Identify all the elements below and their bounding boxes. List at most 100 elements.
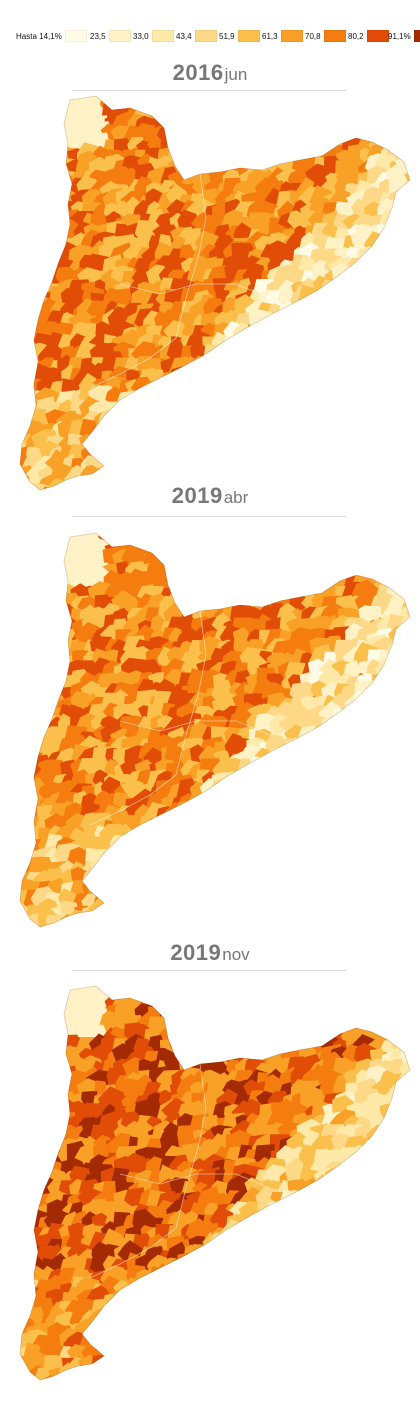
- municipality: [398, 1140, 414, 1155]
- municipality: [385, 1213, 404, 1232]
- municipality: [375, 776, 399, 802]
- municipality: [331, 1221, 356, 1243]
- municipality: [414, 848, 420, 866]
- municipality: [216, 434, 237, 456]
- municipality: [409, 277, 420, 296]
- municipality: [0, 1045, 15, 1066]
- municipality: [369, 978, 384, 986]
- municipality: [288, 560, 309, 580]
- municipality: [360, 468, 376, 484]
- municipality: [181, 452, 203, 474]
- municipality: [298, 101, 326, 125]
- municipality: [243, 868, 265, 890]
- panel-month: nov: [222, 945, 249, 964]
- municipality: [4, 430, 20, 452]
- municipality: [375, 872, 399, 895]
- municipality: [0, 176, 12, 203]
- municipality: [275, 774, 299, 793]
- municipality: [321, 835, 346, 855]
- municipality: [332, 535, 356, 561]
- municipality: [5, 758, 23, 777]
- municipality: [277, 547, 302, 577]
- municipality: [18, 148, 34, 164]
- municipality: [135, 984, 152, 1001]
- municipality: [413, 1352, 420, 1374]
- legend-label: 33,0: [133, 32, 149, 41]
- municipality: [413, 456, 420, 474]
- municipality: [294, 135, 312, 152]
- municipality: [109, 525, 136, 542]
- panel-year: 2019: [170, 940, 221, 965]
- municipality: [249, 326, 267, 341]
- municipality: [47, 1079, 68, 1101]
- municipality: [258, 357, 276, 374]
- municipality: [344, 978, 367, 995]
- municipality: [201, 978, 223, 1002]
- municipality: [400, 377, 420, 396]
- municipality: [321, 1346, 342, 1366]
- municipality: [200, 90, 225, 113]
- municipality: [50, 665, 68, 683]
- municipality: [139, 874, 159, 895]
- municipality: [47, 595, 68, 620]
- municipality: [401, 1390, 418, 1398]
- municipality: [17, 93, 35, 110]
- municipality: [124, 904, 141, 920]
- municipality: [291, 900, 316, 924]
- municipality: [205, 117, 222, 135]
- municipality: [183, 1385, 202, 1398]
- municipality: [24, 1114, 46, 1135]
- municipality: [11, 1062, 33, 1083]
- municipality: [311, 1236, 339, 1258]
- municipality: [356, 95, 376, 112]
- municipality: [30, 1103, 43, 1118]
- municipality: [312, 540, 335, 560]
- municipality: [221, 772, 242, 793]
- municipality: [0, 781, 16, 804]
- municipality: [101, 866, 128, 887]
- municipality: [363, 254, 390, 276]
- municipality: [245, 813, 272, 836]
- municipality: [211, 1258, 230, 1275]
- municipality: [201, 377, 223, 402]
- municipality: [275, 1000, 303, 1025]
- municipality: [24, 1158, 47, 1178]
- municipality: [311, 804, 332, 828]
- municipality: [243, 146, 266, 170]
- municipality: [404, 530, 418, 547]
- municipality: [268, 445, 288, 463]
- municipality: [172, 539, 188, 555]
- municipality: [222, 1016, 239, 1032]
- municipality: [362, 525, 384, 538]
- municipality: [334, 114, 356, 137]
- municipality: [167, 1273, 191, 1297]
- municipality: [35, 1158, 52, 1177]
- municipality: [334, 801, 356, 828]
- municipality: [355, 824, 374, 844]
- municipality: [323, 864, 344, 878]
- municipality: [247, 401, 263, 418]
- municipality: [0, 125, 15, 145]
- municipality: [146, 408, 169, 433]
- municipality: [203, 463, 223, 483]
- municipality: [164, 545, 191, 571]
- municipality: [45, 1012, 66, 1032]
- municipality: [267, 573, 292, 594]
- municipality: [398, 232, 420, 262]
- municipality: [0, 1354, 17, 1378]
- municipality: [13, 1233, 34, 1259]
- municipality: [333, 104, 352, 124]
- municipality: [408, 529, 420, 550]
- municipality: [15, 1030, 32, 1048]
- municipality: [409, 563, 420, 587]
- municipality: [316, 754, 346, 780]
- municipality: [321, 334, 341, 352]
- municipality: [387, 982, 411, 1008]
- municipality: [208, 407, 234, 432]
- municipality: [0, 598, 13, 615]
- municipality: [0, 772, 13, 793]
- municipality: [399, 395, 419, 415]
- municipality: [342, 343, 362, 371]
- municipality: [334, 434, 352, 454]
- municipality: [410, 637, 420, 658]
